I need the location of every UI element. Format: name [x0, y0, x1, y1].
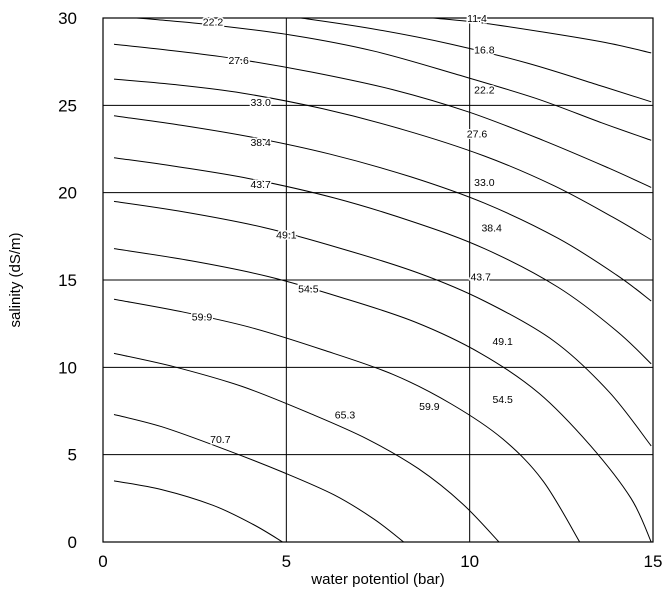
contour-label-38.4-3: 38.4 — [250, 137, 271, 149]
contour-label-54.5-6: 54.5 — [298, 284, 319, 296]
x-tick-label-0: 0 — [98, 552, 107, 571]
contour-line-16.8-11 — [300, 18, 652, 103]
y-tick-label-5: 5 — [68, 446, 77, 465]
y-tick-label-20: 20 — [58, 184, 77, 203]
contour-label-59.9-10: 59.9 — [419, 401, 440, 413]
x-tick-label-5: 5 — [282, 552, 291, 571]
y-tick-label-0: 0 — [68, 533, 77, 552]
contour-lines — [113, 18, 652, 542]
contour-line-lowest-0 — [113, 480, 283, 542]
y-axis-label: salinity (dS/m) — [7, 232, 24, 327]
contour-line-43.7-6 — [113, 157, 652, 365]
contour-line-38.4-7 — [113, 115, 652, 302]
plot-frame — [102, 17, 654, 543]
contour-label-49.1-12: 49.1 — [492, 336, 513, 348]
contour-line-49.1-5 — [113, 200, 652, 447]
contour-label-16.8-18: 16.8 — [474, 44, 495, 56]
contour-line-65.3-2 — [113, 352, 500, 542]
contour-label-27.6-1: 27.6 — [228, 55, 249, 67]
contour-label-38.4-14: 38.4 — [481, 223, 502, 235]
x-tick-label-10: 10 — [460, 552, 479, 571]
contour-label-33.0-2: 33.0 — [250, 97, 271, 109]
contour-label-33.0-15: 33.0 — [474, 177, 495, 189]
contour-line-70.7-1 — [113, 414, 405, 542]
contour-label-11.4-19: 11.4 — [467, 13, 487, 25]
contour-label-59.9-7: 59.9 — [192, 312, 213, 324]
plot-border — [102, 17, 654, 543]
contour-label-27.6-16: 27.6 — [467, 128, 488, 140]
contour-label-43.7-13: 43.7 — [470, 272, 491, 284]
y-tick-label-25: 25 — [58, 96, 77, 115]
contour-labels: 22.2 27.6 33.0 38.4 43.7 49.1 54.5 59.9 70.7 65.3… — [190, 12, 514, 448]
contour-line-54.5-4 — [113, 248, 652, 542]
y-tick-label-15: 15 — [58, 271, 77, 290]
contour-line-27.6-9 — [113, 43, 652, 188]
contour-line-33.0-8 — [113, 78, 652, 241]
y-tick-label-10: 10 — [58, 358, 77, 377]
contour-label-22.2-17: 22.2 — [474, 85, 495, 97]
contour-label-54.5-11: 54.5 — [492, 394, 513, 406]
tick-labels: 0 5 10 15 0 5 10 15 20 25 30 — [58, 9, 662, 571]
contour-line-11.4-12 — [432, 18, 652, 54]
x-axis-label: water potentiol (bar) — [310, 571, 444, 588]
contour-label-65.3-9: 65.3 — [335, 409, 356, 421]
y-tick-label-30: 30 — [58, 9, 77, 28]
contour-line-22.2-10 — [130, 18, 652, 141]
contour-line-59.9-3 — [113, 298, 581, 542]
contour-label-49.1-5: 49.1 — [276, 230, 297, 242]
x-tick-label-15: 15 — [644, 552, 663, 571]
contour-label-70.7-8: 70.7 — [210, 434, 231, 446]
contour-label-43.7-4: 43.7 — [250, 179, 271, 191]
contour-label-22.2-0: 22.2 — [203, 16, 224, 28]
grid-lines — [103, 18, 653, 542]
